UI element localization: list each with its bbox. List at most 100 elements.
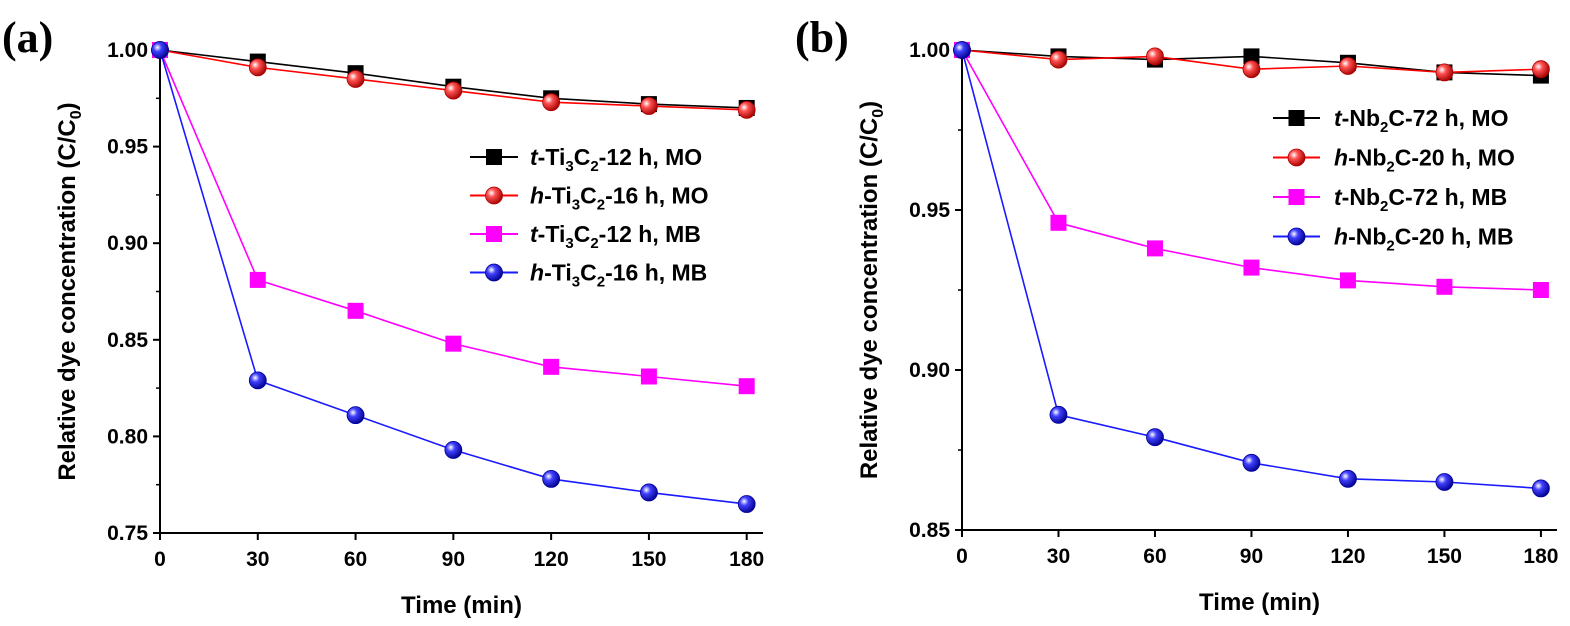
- data-point: [953, 41, 971, 59]
- series-1: [152, 42, 755, 116]
- data-point: [1049, 50, 1068, 69]
- legend-label: h-Ti3C2-16 h, MO: [530, 183, 709, 214]
- data-point: [444, 441, 463, 459]
- y-tick-label: 0.95: [107, 136, 148, 159]
- legend-label: t-Nb2C-72 h, MB: [1334, 184, 1507, 215]
- legend-marker: [486, 149, 502, 165]
- data-point: [346, 70, 365, 88]
- legend-marker: [486, 226, 502, 242]
- legend-label: t-Ti3C2-12 h, MO: [530, 144, 702, 175]
- series-3: [152, 42, 755, 395]
- y-tick-label: 0.90: [107, 232, 148, 255]
- legend-entry: h-Nb2C-20 h, MB: [1273, 224, 1514, 255]
- data-point: [1339, 469, 1357, 488]
- data-point: [1146, 428, 1164, 447]
- data-point: [640, 483, 658, 502]
- legend-marker: [1287, 148, 1306, 167]
- legend-marker: [485, 263, 503, 282]
- legend-marker: [1287, 227, 1306, 246]
- legend-marker: [485, 186, 503, 205]
- legend-marker: [1288, 110, 1305, 126]
- data-point: [249, 271, 266, 288]
- legend-marker: [1288, 189, 1305, 205]
- data-point: [1049, 405, 1068, 424]
- legend-label: h-Nb2C-20 h, MB: [1334, 224, 1514, 255]
- chart-panel-a: 0 30 60 90 120 150 180 0.75 0.80 0.85 0.90 0.95 1.00…: [54, 39, 764, 619]
- data-point: [1242, 60, 1261, 79]
- data-point: [1146, 240, 1163, 257]
- legend-label: t-Nb2C-72 h, MO: [1334, 105, 1508, 136]
- data-point: [346, 406, 365, 425]
- data-point: [738, 378, 755, 395]
- x-tick-label: 90: [1240, 545, 1263, 568]
- data-point: [1532, 479, 1550, 498]
- x-axis-title: Time (min): [1199, 589, 1320, 616]
- data-point: [445, 335, 462, 352]
- x-tick-label: 120: [534, 548, 569, 571]
- data-point: [1050, 214, 1067, 231]
- series-4: [953, 41, 1550, 498]
- data-point: [543, 358, 560, 375]
- y-tick-label: 1.00: [909, 39, 950, 62]
- x-tick-label: 150: [631, 548, 666, 571]
- data-point: [1435, 63, 1454, 82]
- data-point: [1243, 48, 1260, 65]
- legend-entry: h-Ti3C2-16 h, MB: [470, 260, 707, 291]
- data-point: [1435, 473, 1454, 491]
- y-axis-title: Relative dye concentration (C/C0): [856, 101, 887, 479]
- data-point: [640, 97, 658, 115]
- y-tick-label: 0.80: [107, 425, 148, 448]
- x-tick-label: 180: [1523, 545, 1558, 568]
- legend-entry: t-Nb2C-72 h, MO: [1273, 105, 1508, 136]
- data-point: [737, 495, 756, 513]
- data-point: [1339, 57, 1357, 75]
- data-point: [542, 93, 561, 112]
- legend-label: t-Ti3C2-12 h, MB: [530, 221, 701, 252]
- data-point: [542, 470, 561, 488]
- legend-entry: h-Ti3C2-16 h, MO: [470, 183, 709, 214]
- x-tick-label: 120: [1330, 545, 1365, 568]
- x-tick-label: 60: [344, 548, 367, 571]
- series-4: [151, 41, 756, 513]
- data-point: [737, 100, 756, 119]
- data-point: [1146, 47, 1164, 66]
- legend-entry: t-Ti3C2-12 h, MO: [470, 144, 702, 175]
- data-point: [640, 368, 657, 385]
- data-point: [1242, 453, 1261, 472]
- x-tick-label: 30: [246, 548, 269, 571]
- y-tick-label: 0.75: [107, 522, 148, 545]
- data-point: [1532, 60, 1550, 79]
- y-tick-label: 0.85: [909, 519, 950, 542]
- x-tick-label: 30: [1047, 545, 1070, 568]
- legend-entry: t-Nb2C-72 h, MB: [1273, 184, 1507, 215]
- x-tick-label: 0: [956, 545, 968, 568]
- y-tick-label: 0.90: [909, 359, 950, 382]
- data-point: [1532, 282, 1549, 298]
- series-2: [953, 41, 1550, 82]
- data-point: [248, 371, 267, 390]
- data-point: [248, 58, 267, 77]
- y-tick-label: 0.95: [909, 199, 950, 222]
- data-point: [1339, 272, 1356, 289]
- data-point: [151, 41, 169, 59]
- y-tick-label: 1.00: [107, 39, 148, 62]
- x-tick-label: 90: [442, 548, 465, 571]
- series-2: [151, 41, 756, 119]
- legend-entry: t-Ti3C2-12 h, MB: [470, 221, 701, 252]
- x-tick-label: 150: [1427, 545, 1462, 568]
- legend-label: h-Nb2C-20 h, MO: [1334, 145, 1515, 176]
- data-point: [347, 302, 364, 319]
- y-tick-label: 0.85: [107, 329, 148, 352]
- data-point: [444, 81, 463, 100]
- data-point: [1436, 278, 1453, 295]
- legend-entry: h-Nb2C-20 h, MO: [1273, 145, 1515, 176]
- x-tick-label: 180: [729, 548, 764, 571]
- y-axis-title: Relative dye concentration (C/C0): [54, 102, 85, 480]
- legend-label: h-Ti3C2-16 h, MB: [530, 260, 707, 291]
- data-point: [1243, 259, 1260, 276]
- chart-panel-b: 0 30 60 90 120 150 180 0.85 0.90 0.95 1.00 Time (mi…: [856, 39, 1558, 616]
- panel-label-a: (a): [2, 13, 53, 62]
- x-tick-label: 60: [1143, 545, 1166, 568]
- x-tick-label: 0: [154, 548, 166, 571]
